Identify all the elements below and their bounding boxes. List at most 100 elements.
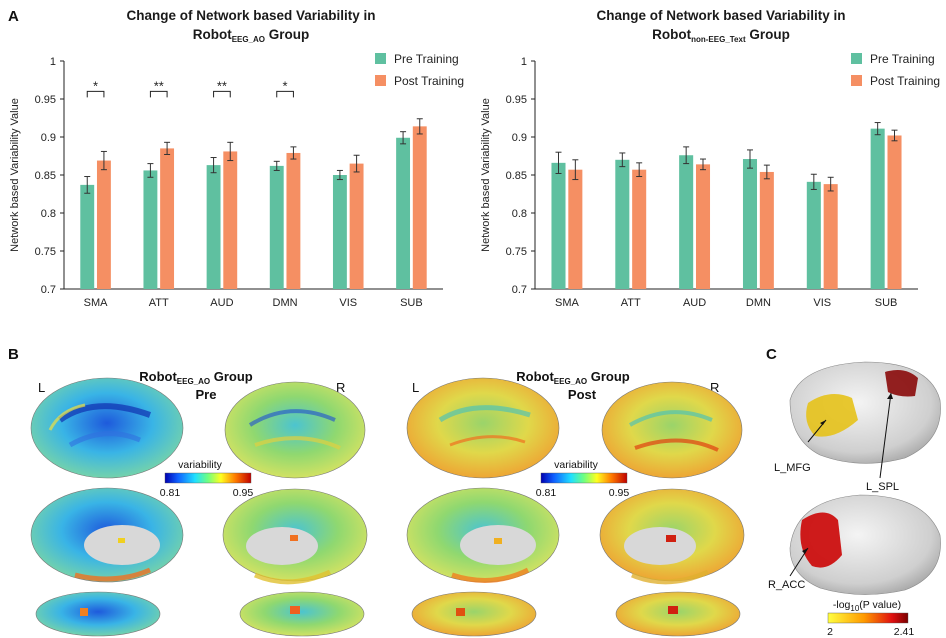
chart1-sig-bracket xyxy=(276,90,294,98)
chart1-bar xyxy=(286,152,301,289)
chart1-bar xyxy=(160,148,175,289)
brain-post-lateral-right xyxy=(601,381,743,479)
chart1-legend-label: Post Training xyxy=(394,74,464,88)
brain-pre-ventral-right xyxy=(239,591,365,637)
chart1-title-line2: RobotEEG_AO Group xyxy=(193,27,310,44)
roi-l-spl-label: L_SPL xyxy=(866,481,899,493)
brain-pre-title-sub: EEG_AO xyxy=(177,377,210,386)
chart1-ytick-label: 0.7 xyxy=(41,284,56,296)
chart2-title-line1: Change of Network based Variability in xyxy=(596,8,845,23)
chart2-bar xyxy=(568,169,583,289)
hemi-left-label-pre: L xyxy=(38,380,45,395)
chart1-sig-bracket xyxy=(149,90,168,98)
brain-post-subtitle: Post xyxy=(568,387,597,402)
roi-l-mfg-region xyxy=(806,394,858,437)
colorbar-c-label-sub: 10 xyxy=(850,604,859,613)
chart1-bar xyxy=(143,170,158,289)
chart1-ytick-label: 0.85 xyxy=(35,170,56,182)
chart2-title-main: Robot xyxy=(652,27,691,42)
chart2-xtick-label: SMA xyxy=(555,297,580,309)
colorbar-post-min: 0.81 xyxy=(536,487,557,499)
roi-l-mfg-label: L_MFG xyxy=(774,462,811,474)
chart1-title-main: Robot xyxy=(193,27,232,42)
chart1-ytick-label: 0.95 xyxy=(35,94,56,106)
colorbar-pre-max: 0.95 xyxy=(233,487,254,499)
chart2-legend-label: Post Training xyxy=(870,74,940,88)
chart1-bar xyxy=(269,165,284,289)
chart2-bar xyxy=(632,169,647,289)
chart2-bar xyxy=(823,184,838,289)
colorbar-c-max: 2.41 xyxy=(894,626,915,638)
chart2-title-tail: Group xyxy=(746,27,790,42)
chart2-bar xyxy=(759,171,774,289)
chart1-title-sub: EEG_AO xyxy=(232,35,265,44)
brain-post-title: RobotEEG_AO Group xyxy=(516,369,630,386)
chart2-bar xyxy=(742,159,758,289)
chart1-legend-swatch xyxy=(375,53,386,64)
chart1-bar xyxy=(396,137,411,289)
brain-c-lateral xyxy=(789,361,941,464)
chart1-bar xyxy=(206,165,221,289)
brain-pre-ventral-left xyxy=(35,591,161,637)
chart2-title-line2: Robotnon-EEG_Text Group xyxy=(652,27,790,44)
chart1-ytick-label: 0.9 xyxy=(41,132,56,144)
colorbar-c xyxy=(827,612,909,624)
colorbar-c-label-pre: -log xyxy=(833,599,851,611)
chart1-xtick-label: VIS xyxy=(339,297,357,309)
chart1-xtick-label: AUD xyxy=(210,297,233,309)
brain-pre-title-main: Robot xyxy=(139,369,177,384)
roi-r-acc-label: R_ACC xyxy=(768,579,805,591)
chart2-xtick-label: ATT xyxy=(621,297,641,309)
chart1-sig-label: ** xyxy=(217,78,227,93)
chart1-bar xyxy=(332,175,347,289)
brain-pre-medial-right xyxy=(222,488,368,585)
chart2-bar xyxy=(551,162,566,289)
chart1-ytick-label: 0.8 xyxy=(41,208,56,220)
chart2-ytick-label: 0.7 xyxy=(512,284,527,296)
chart1-sig-label: * xyxy=(93,78,98,93)
chart1-ylabel: Network based Variability Value xyxy=(9,98,21,252)
brain-pre-lateral-right xyxy=(224,381,366,479)
brain-post-lateral-left xyxy=(406,377,560,479)
chart1-bar xyxy=(349,163,364,289)
chart1-plot: 0.7 0.75 0.8 0.85 0.9 0.95 1 Network based Vari… xyxy=(9,52,464,309)
chart1-sig-bracket xyxy=(213,90,231,98)
panel-c-letter: C xyxy=(766,346,777,363)
brain-post-ventral-right xyxy=(615,591,741,637)
brain-pre-lateral-left xyxy=(30,377,184,479)
brain-pre-title: RobotEEG_AO Group xyxy=(139,369,253,386)
chart2-ytick-label: 0.9 xyxy=(512,132,527,144)
chart2-ytick-label: 0.85 xyxy=(506,170,527,182)
colorbar-c-min: 2 xyxy=(827,626,833,638)
chart2-bar xyxy=(615,159,630,289)
chart1-bar xyxy=(223,151,238,289)
chart1-title-tail: Group xyxy=(265,27,309,42)
chart1-ytick-label: 1 xyxy=(50,56,56,68)
colorbar-post-label: variability xyxy=(554,459,599,471)
roi-l-spl-region xyxy=(885,370,918,397)
chart2-xtick-label: VIS xyxy=(813,297,831,309)
chart2-ytick-label: 0.95 xyxy=(506,94,527,106)
brain-pre-subtitle: Pre xyxy=(196,387,217,402)
chart2-bar xyxy=(695,164,711,289)
chart2-ytick-label: 0.75 xyxy=(506,246,527,258)
chart2-legend-swatch xyxy=(851,53,862,64)
chart2-bar xyxy=(806,181,821,289)
chart1-legend-label: Pre Training xyxy=(394,52,459,66)
colorbar-pre-label: variability xyxy=(178,459,223,471)
colorbar-post-max: 0.95 xyxy=(609,487,630,499)
chart1-bar xyxy=(96,160,111,289)
chart2-xtick-label: DMN xyxy=(746,297,771,309)
chart1-sig-bracket xyxy=(86,90,105,98)
brain-c-medial xyxy=(789,494,941,595)
chart1-sig-label: * xyxy=(283,78,288,93)
chart2-ytick-label: 1 xyxy=(521,56,527,68)
brain-pre-medial-left xyxy=(30,487,184,583)
colorbar-c-label: -log10(P value) xyxy=(833,599,901,613)
chart2-plot: 0.7 0.75 0.8 0.85 0.9 0.95 1 Network based Vari… xyxy=(480,52,940,309)
chart2-legend-swatch xyxy=(851,75,862,86)
roi-r-acc-region xyxy=(800,512,842,568)
colorbar-c-label-post: (P value) xyxy=(859,599,901,611)
brain-post-medial-right xyxy=(599,488,745,585)
